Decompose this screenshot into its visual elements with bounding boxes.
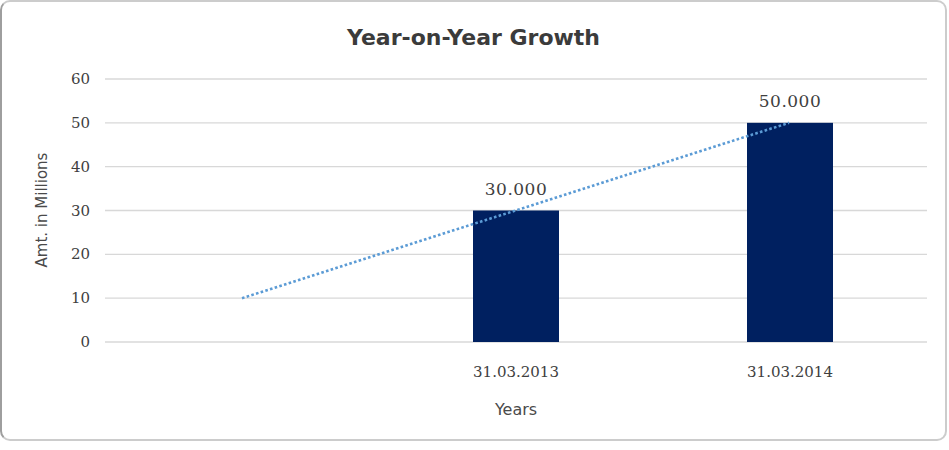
bar-31.03.2014 <box>747 123 833 342</box>
y-tick-label-50: 50 <box>20 114 90 132</box>
bar-value-label-31.03.2013: 30.000 <box>426 180 606 199</box>
x-category-label-31.03.2013: 31.03.2013 <box>426 363 606 381</box>
bar-31.03.2013 <box>473 211 559 343</box>
plot-area <box>0 0 949 450</box>
chart-title: Year-on-Year Growth <box>0 25 947 50</box>
y-tick-label-20: 20 <box>20 245 90 263</box>
y-tick-label-10: 10 <box>20 289 90 307</box>
chart-screenshot: Year-on-Year Growth Amt. in Millions Yea… <box>0 0 949 450</box>
y-tick-label-60: 60 <box>20 70 90 88</box>
y-tick-label-0: 0 <box>20 333 90 351</box>
bar-value-label-31.03.2014: 50.000 <box>700 92 880 111</box>
x-category-label-31.03.2014: 31.03.2014 <box>700 363 880 381</box>
x-axis-title: Years <box>105 400 927 419</box>
y-tick-label-40: 40 <box>20 158 90 176</box>
y-tick-label-30: 30 <box>20 202 90 220</box>
